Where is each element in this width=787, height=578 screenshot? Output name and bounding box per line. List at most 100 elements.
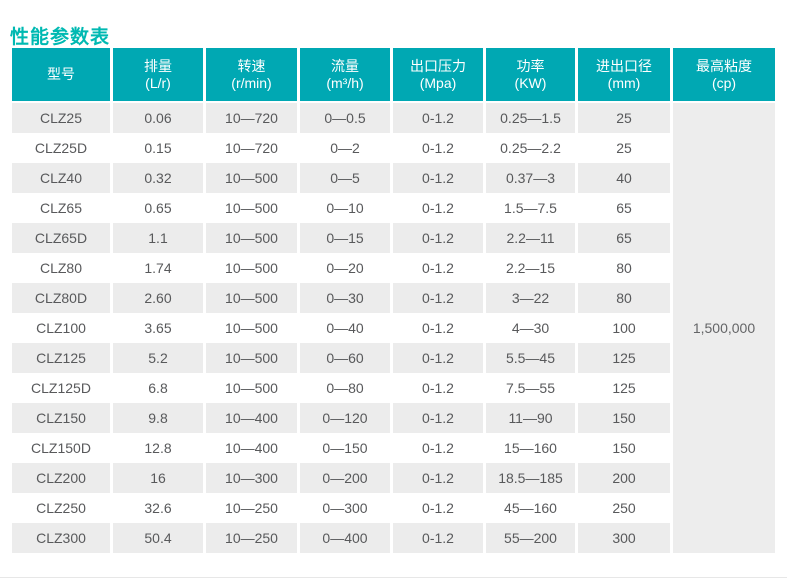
header-line1-speed: 转速 [237, 57, 266, 74]
cell-displacement: 5.2 [113, 343, 203, 373]
cell-model: CLZ80D [12, 283, 110, 313]
cell-speed: 10—500 [206, 373, 297, 403]
cell-outlet-pressure: 0-1.2 [393, 223, 483, 253]
cell-displacement: 1.1 [113, 223, 203, 253]
cell-flow: 0—10 [300, 193, 390, 223]
cell-displacement: 9.8 [113, 403, 203, 433]
performance-parameter-table: 型号 排量 (L/r) 转速 (r/min) 流量 (m³/h) 出口压力 (Mpa) 功率 (KW… [12, 48, 775, 553]
cell-port-diameter: 300 [578, 523, 670, 553]
cell-speed: 10—500 [206, 313, 297, 343]
header-line2-displacement: (L/r) [145, 74, 171, 91]
cell-flow: 0—0.5 [300, 103, 390, 133]
cell-speed: 10—300 [206, 463, 297, 493]
header-cell-outlet-pressure: 出口压力 (Mpa) [393, 48, 483, 103]
cell-power: 0.25—2.2 [486, 133, 575, 163]
cell-model: CLZ100 [12, 313, 110, 343]
cell-model: CLZ25D [12, 133, 110, 163]
cell-port-diameter: 65 [578, 193, 670, 223]
cell-speed: 10—720 [206, 133, 297, 163]
cell-speed: 10—500 [206, 253, 297, 283]
header-line1-displacement: 排量 [144, 57, 172, 74]
cell-flow: 0—5 [300, 163, 390, 193]
cell-flow: 0—120 [300, 403, 390, 433]
header-line1-outlet-pressure: 出口压力 [410, 57, 466, 74]
header-cell-max-viscosity: 最高粘度 (cp) [673, 48, 775, 103]
header-cell-flow: 流量 (m³/h) [300, 48, 390, 103]
cell-flow: 0—80 [300, 373, 390, 403]
cell-displacement: 0.32 [113, 163, 203, 193]
cell-displacement: 3.65 [113, 313, 203, 343]
header-line1-power: 功率 [516, 57, 545, 74]
cell-outlet-pressure: 0-1.2 [393, 103, 483, 133]
cell-power: 18.5—185 [486, 463, 575, 493]
cell-flow: 0—40 [300, 313, 390, 343]
cell-flow: 0—20 [300, 253, 390, 283]
cell-model: CLZ125D [12, 373, 110, 403]
cell-max-viscosity-merged: 1,500,000 [673, 103, 775, 553]
cell-port-diameter: 250 [578, 493, 670, 523]
cell-displacement: 1.74 [113, 253, 203, 283]
cell-displacement: 2.60 [113, 283, 203, 313]
header-line2-flow: (m³/h) [326, 74, 364, 91]
cell-outlet-pressure: 0-1.2 [393, 163, 483, 193]
cell-power: 11—90 [486, 403, 575, 433]
header-cell-displacement: 排量 (L/r) [113, 48, 203, 103]
cell-flow: 0—15 [300, 223, 390, 253]
cell-power: 7.5—55 [486, 373, 575, 403]
cell-speed: 10—400 [206, 433, 297, 463]
cell-outlet-pressure: 0-1.2 [393, 193, 483, 223]
cell-speed: 10—720 [206, 103, 297, 133]
cell-model: CLZ80 [12, 253, 110, 283]
cell-port-diameter: 80 [578, 283, 670, 313]
cell-port-diameter: 80 [578, 253, 670, 283]
cell-outlet-pressure: 0-1.2 [393, 283, 483, 313]
header-line1-flow: 流量 [331, 57, 359, 74]
cell-flow: 0—60 [300, 343, 390, 373]
header-cell-model: 型号 [12, 48, 110, 103]
cell-model: CLZ200 [12, 463, 110, 493]
cell-port-diameter: 125 [578, 343, 670, 373]
cell-power: 45—160 [486, 493, 575, 523]
cell-model: CLZ150 [12, 403, 110, 433]
cell-displacement: 50.4 [113, 523, 203, 553]
header-line2-outlet-pressure: (Mpa) [419, 74, 457, 91]
cell-outlet-pressure: 0-1.2 [393, 523, 483, 553]
cell-flow: 0—300 [300, 493, 390, 523]
cell-port-diameter: 150 [578, 403, 670, 433]
cell-displacement: 16 [113, 463, 203, 493]
cell-model: CLZ65 [12, 193, 110, 223]
cell-model: CLZ25 [12, 103, 110, 133]
cell-power: 2.2—15 [486, 253, 575, 283]
cell-speed: 10—500 [206, 283, 297, 313]
cell-displacement: 0.65 [113, 193, 203, 223]
cell-port-diameter: 25 [578, 103, 670, 133]
cell-model: CLZ125 [12, 343, 110, 373]
cell-speed: 10—500 [206, 163, 297, 193]
page-title: 性能参数表 [10, 26, 111, 48]
header-line1-port-diameter: 进出口径 [596, 57, 652, 74]
cell-speed: 10—500 [206, 223, 297, 253]
cell-power: 4—30 [486, 313, 575, 343]
header-line2-port-diameter: (mm) [607, 74, 641, 91]
cell-port-diameter: 65 [578, 223, 670, 253]
cell-outlet-pressure: 0-1.2 [393, 463, 483, 493]
cell-power: 55—200 [486, 523, 575, 553]
cell-speed: 10—500 [206, 343, 297, 373]
header-line2-max-viscosity: (cp) [711, 74, 737, 91]
cell-port-diameter: 150 [578, 433, 670, 463]
cell-displacement: 6.8 [113, 373, 203, 403]
cell-outlet-pressure: 0-1.2 [393, 313, 483, 343]
cell-outlet-pressure: 0-1.2 [393, 373, 483, 403]
cell-outlet-pressure: 0-1.2 [393, 403, 483, 433]
cell-power: 1.5—7.5 [486, 193, 575, 223]
cell-port-diameter: 40 [578, 163, 670, 193]
cell-displacement: 0.06 [113, 103, 203, 133]
cell-flow: 0—200 [300, 463, 390, 493]
cell-model: CLZ300 [12, 523, 110, 553]
cell-model: CLZ250 [12, 493, 110, 523]
cell-flow: 0—150 [300, 433, 390, 463]
cell-power: 0.37—3 [486, 163, 575, 193]
cell-model: CLZ65D [12, 223, 110, 253]
cell-port-diameter: 200 [578, 463, 670, 493]
